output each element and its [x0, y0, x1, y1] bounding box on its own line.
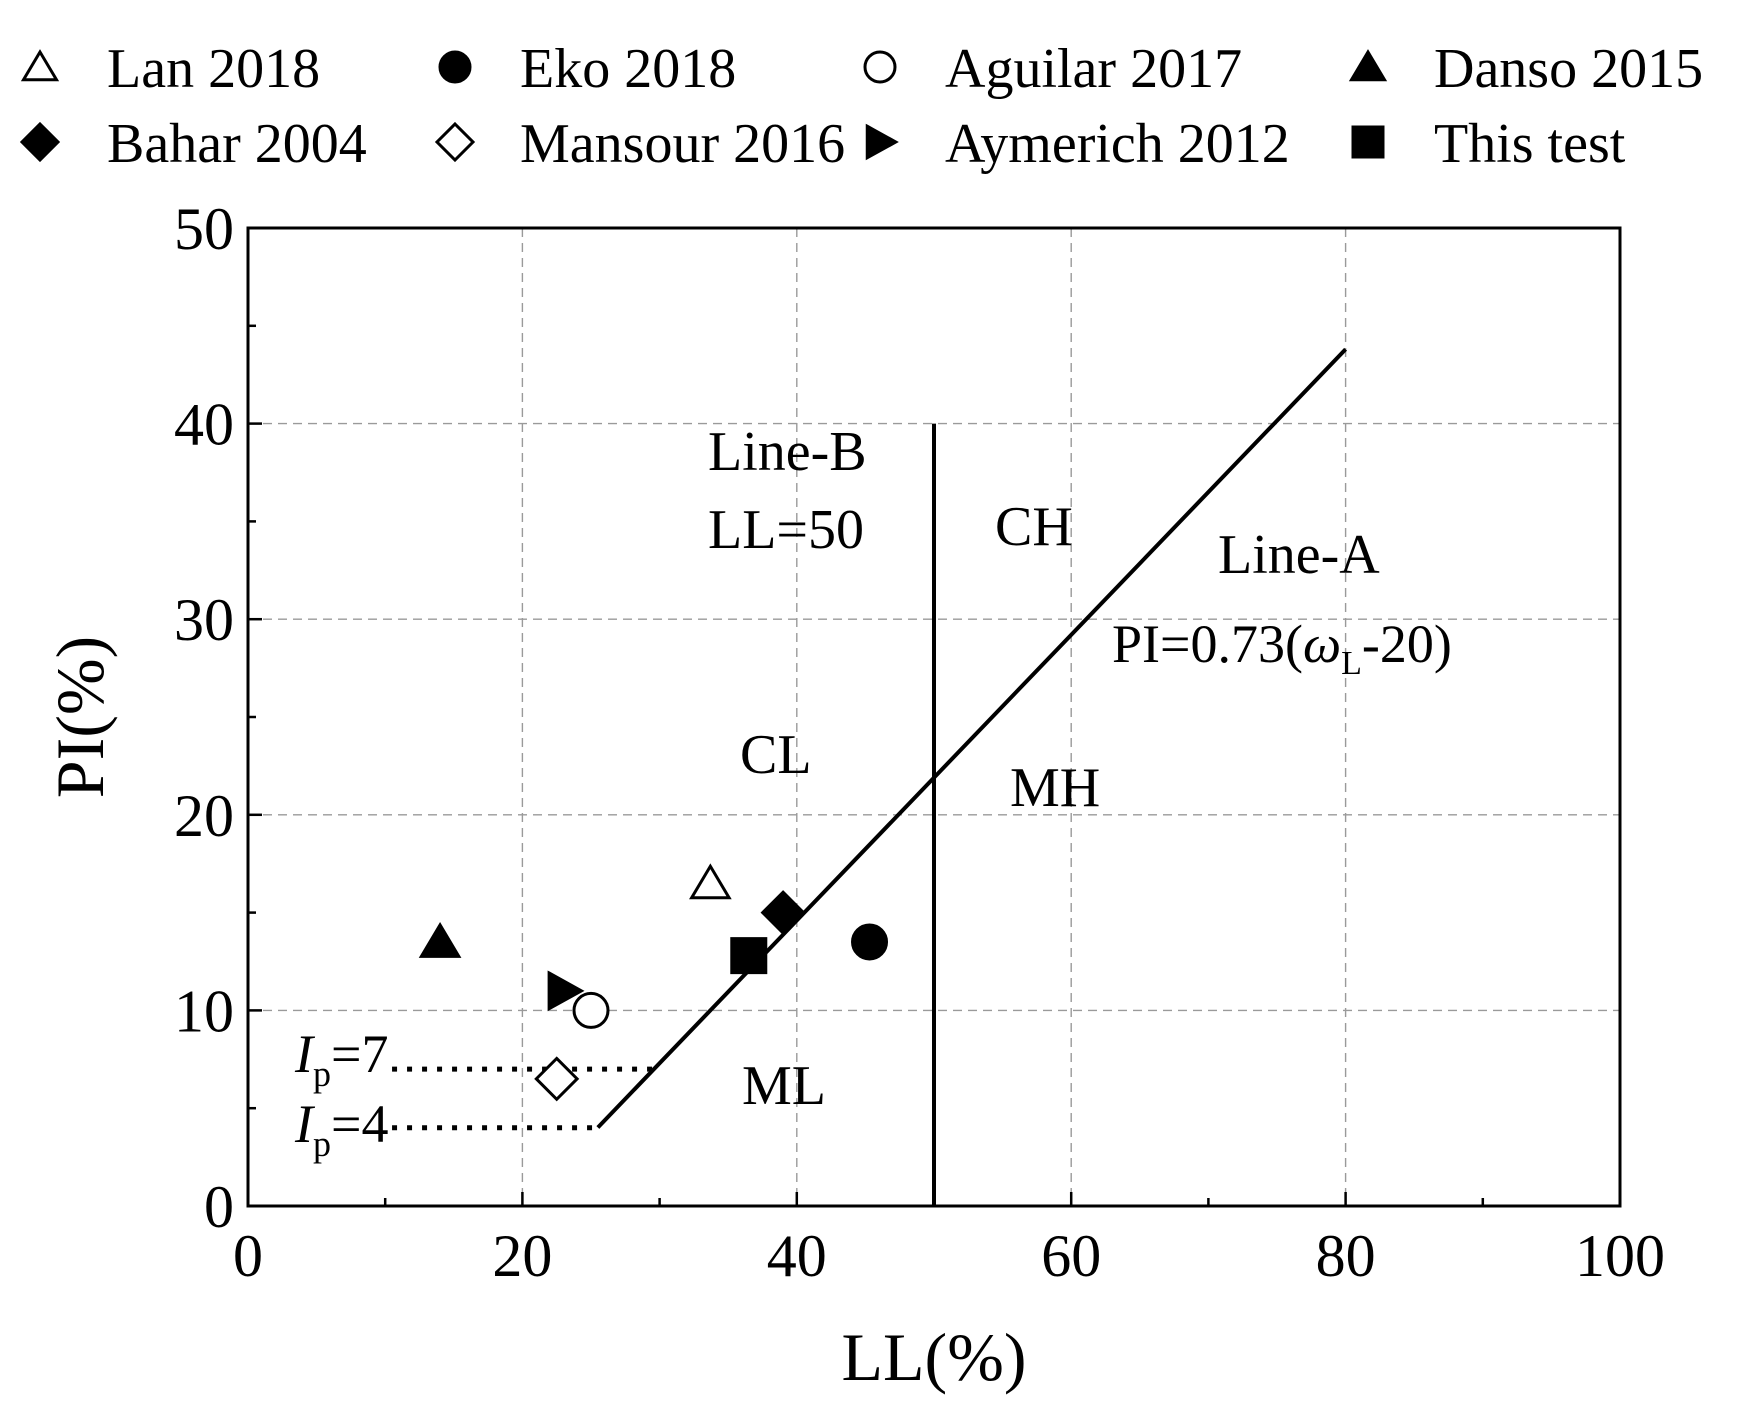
ip7-value: =7	[331, 1024, 388, 1084]
marker-bahar-2004	[760, 890, 806, 936]
line-a-eq-prefix: PI=0.73(	[1112, 614, 1303, 674]
legend-label: Danso 2015	[1434, 38, 1703, 100]
y-tick-label: 40	[174, 392, 234, 458]
ip4-value: =4	[331, 1094, 388, 1154]
marker-aymerich-2012	[547, 970, 585, 1012]
legend-symbol	[1348, 49, 1388, 82]
legend-label: Eko 2018	[520, 38, 736, 100]
marker-danso-2015	[418, 922, 462, 958]
line-a-title: Line-A	[1218, 524, 1380, 586]
y-tick-label: 0	[204, 1174, 234, 1240]
x-tick-label: 100	[1575, 1223, 1665, 1289]
marker-this-test	[730, 937, 768, 975]
line-a-equation: PI=0.73(ωL-20)	[1112, 614, 1452, 682]
omega-subscript: L	[1341, 645, 1362, 682]
legend-label: This test	[1434, 113, 1626, 175]
x-axis-label: LL(%)	[841, 1319, 1026, 1395]
legend-symbol	[438, 50, 472, 84]
legend-symbol	[1351, 125, 1385, 159]
legend-label: Bahar 2004	[107, 113, 367, 175]
legend-label: Aymerich 2012	[945, 113, 1290, 175]
region-cl-label: CL	[740, 724, 812, 786]
ip4-symbol: I	[294, 1094, 316, 1154]
region-ml-label: ML	[742, 1055, 826, 1117]
marker-lan-2018	[689, 863, 732, 900]
x-tick-label: 40	[767, 1223, 827, 1289]
legend: Lan 2018 Eko 2018 Aguilar 2017 Danso 2015 Ba…	[19, 38, 1703, 175]
omega-symbol: ω	[1303, 614, 1341, 674]
y-tick-label: 10	[174, 978, 234, 1044]
reference-lines	[392, 347, 1348, 1206]
marker-eko-2018	[851, 923, 889, 961]
legend-label: Lan 2018	[107, 38, 320, 100]
grid	[248, 228, 1620, 1206]
legend-symbol	[20, 49, 60, 82]
line-a	[596, 347, 1348, 1129]
marker-aguilar-2017	[572, 991, 610, 1029]
marker-mansour-2016	[534, 1056, 580, 1102]
legend-symbol	[19, 121, 61, 163]
legend-label: Aguilar 2017	[945, 38, 1242, 100]
x-tick-label: 60	[1041, 1223, 1101, 1289]
legend-symbol	[863, 50, 897, 84]
region-ch-label: CH	[995, 496, 1073, 558]
y-tick-label: 30	[174, 587, 234, 653]
line-b-equation: LL=50	[708, 499, 864, 561]
data-markers	[418, 863, 889, 1102]
line-a-eq-suffix: -20)	[1362, 614, 1452, 674]
y-axis-label: PI(%)	[42, 636, 118, 798]
y-tick-label: 20	[174, 783, 234, 849]
ip7-symbol: I	[294, 1024, 316, 1084]
ip7-subscript: p	[313, 1054, 331, 1094]
legend-symbol	[434, 121, 476, 163]
axes: 0 20 40 60 80 100 0 10 20 30 40 50	[174, 196, 1665, 1289]
x-tick-label: 80	[1316, 1223, 1376, 1289]
ip7-label: Ip=7	[294, 1024, 388, 1094]
x-tick-label: 20	[492, 1223, 552, 1289]
ip4-subscript: p	[313, 1124, 331, 1164]
line-b-title: Line-B	[708, 421, 867, 483]
legend-label: Mansour 2016	[520, 113, 845, 175]
y-tick-label: 50	[174, 196, 234, 262]
region-mh-label: MH	[1010, 757, 1100, 819]
x-tick-label: 0	[233, 1223, 263, 1289]
ip4-label: Ip=4	[294, 1094, 388, 1164]
legend-symbol	[865, 123, 899, 161]
